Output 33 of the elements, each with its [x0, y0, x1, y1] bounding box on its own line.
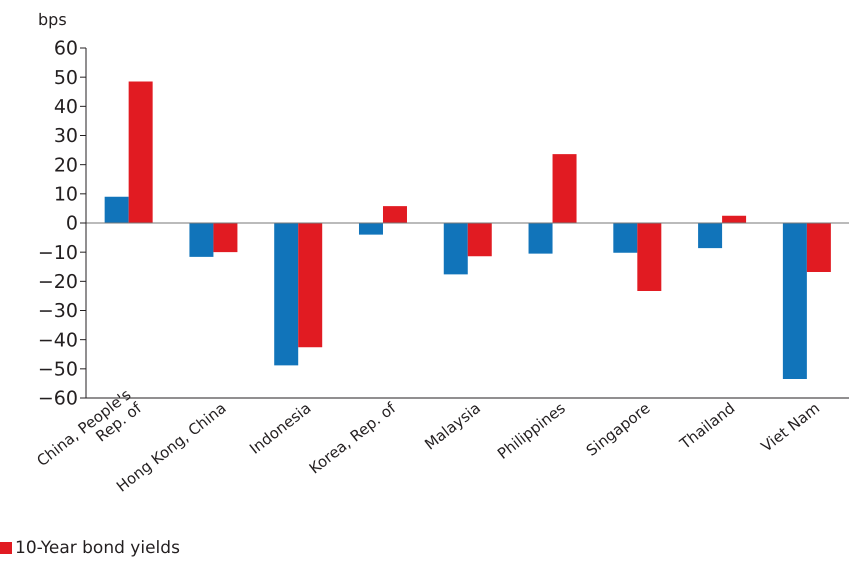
- y-tick-label: 30: [54, 125, 78, 148]
- bar: [782, 223, 807, 380]
- y-tick-label: 50: [54, 66, 78, 89]
- bar: [698, 223, 722, 248]
- y-tick-label: 20: [54, 154, 78, 176]
- legend-label: 10-Year bond yields: [15, 538, 180, 558]
- bar: [298, 223, 322, 348]
- bar: [104, 196, 129, 223]
- bar: [213, 223, 238, 252]
- bar: [274, 223, 298, 366]
- y-tick-label: −50: [38, 358, 78, 381]
- bar: [552, 154, 577, 223]
- y-tick-label: 60: [54, 38, 78, 60]
- bar: [189, 223, 214, 257]
- bar: [528, 223, 553, 254]
- y-tick-label: −60: [38, 388, 78, 410]
- y-tick-label: −10: [38, 242, 78, 264]
- y-axis-title: bps: [38, 10, 67, 29]
- bar: [637, 223, 662, 291]
- y-tick-label: 40: [54, 96, 78, 118]
- bar: [468, 223, 492, 256]
- bar: [444, 223, 468, 274]
- bar: [722, 216, 746, 223]
- y-tick-label: −40: [38, 329, 78, 352]
- y-tick-label: 0: [66, 212, 78, 235]
- y-tick-label: 10: [54, 184, 78, 206]
- y-tick-label: −30: [38, 300, 78, 322]
- bar: [128, 82, 153, 223]
- bar: [613, 223, 638, 253]
- bar: [382, 206, 407, 223]
- bar: [358, 223, 383, 235]
- bar: [806, 223, 831, 272]
- y-tick-label: −20: [38, 271, 78, 294]
